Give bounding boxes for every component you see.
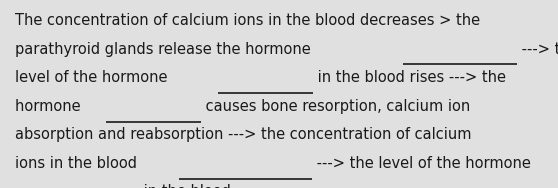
Text: absorption and reabsorption ---> the concentration of calcium: absorption and reabsorption ---> the con…	[16, 127, 472, 142]
Text: level of the hormone: level of the hormone	[16, 70, 172, 85]
Text: ---> the: ---> the	[517, 42, 558, 57]
Text: The concentration of calcium ions in the blood decreases > the: The concentration of calcium ions in the…	[16, 13, 480, 28]
Text: in the blood rises ---> the: in the blood rises ---> the	[314, 70, 507, 85]
Text: in the blood: in the blood	[139, 184, 235, 188]
Text: hormone: hormone	[16, 99, 86, 114]
Text: .: .	[397, 184, 402, 188]
Text: causes bone resorption, calcium ion: causes bone resorption, calcium ion	[201, 99, 470, 114]
Text: ions in the blood: ions in the blood	[16, 156, 142, 171]
Text: parathyroid glands release the hormone: parathyroid glands release the hormone	[16, 42, 316, 57]
Text: ---> the level of the hormone: ---> the level of the hormone	[312, 156, 531, 171]
